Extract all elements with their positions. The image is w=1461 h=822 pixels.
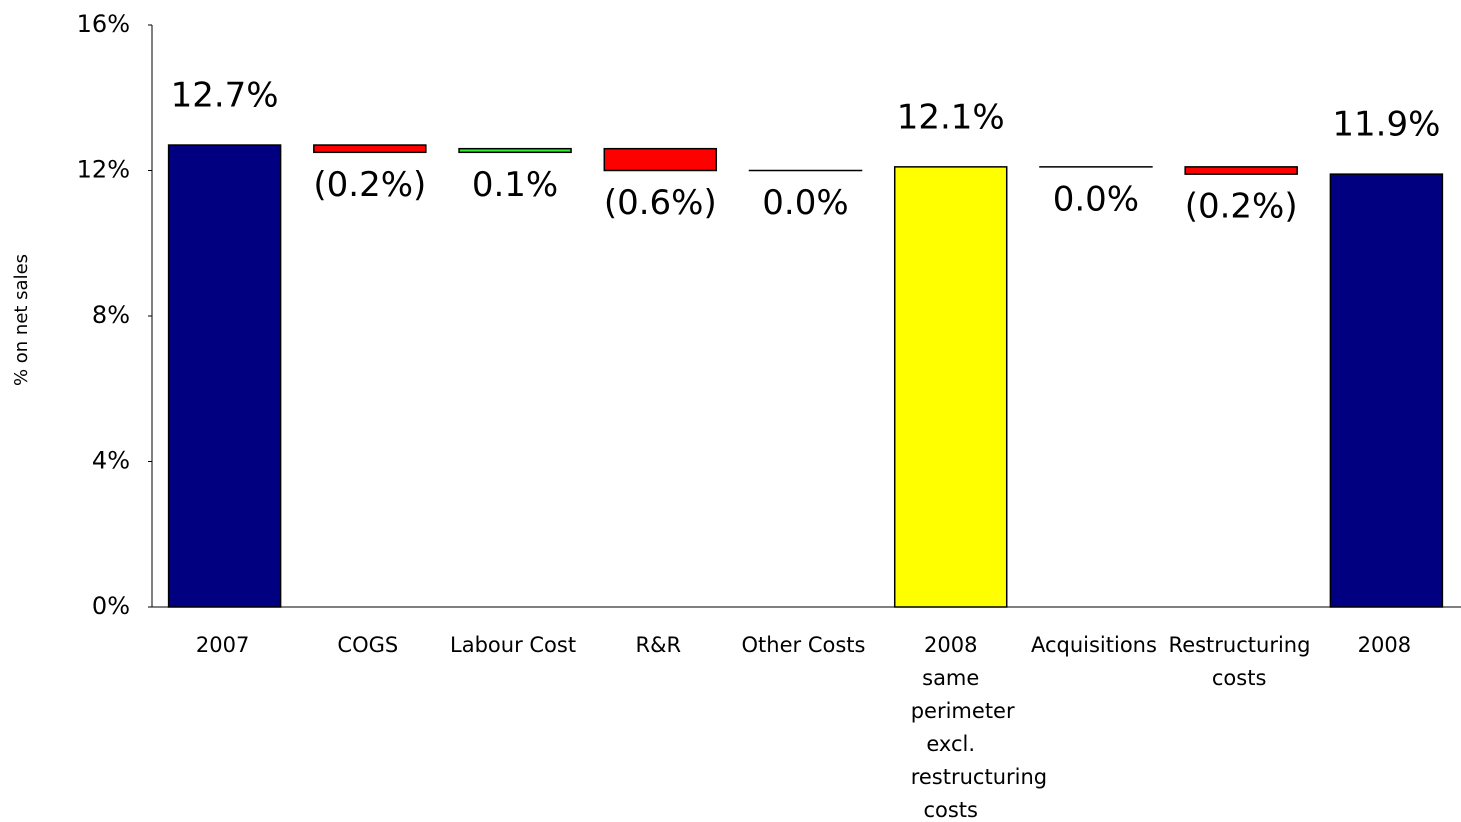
y-tick-label: 12% <box>77 156 130 184</box>
value-label: 12.7% <box>171 76 279 116</box>
bar <box>1329 173 1444 608</box>
y-tick-label: 8% <box>92 301 130 329</box>
value-label: 12.1% <box>897 97 1005 137</box>
value-label: (0.6%) <box>604 183 717 223</box>
x-tick-label: 2007 <box>195 633 250 657</box>
x-tick-label: 2008 <box>1357 633 1412 657</box>
y-tick-label: 16% <box>77 10 130 38</box>
value-label: 0.1% <box>472 165 558 205</box>
y-tick-label: 4% <box>92 447 130 475</box>
bar <box>313 144 427 154</box>
bar <box>167 144 282 608</box>
bar <box>893 166 1008 608</box>
y-tick-label: 0% <box>92 592 130 620</box>
x-tick-label: Restructuring costs <box>1168 633 1311 690</box>
y-axis-title: % on net sales <box>11 254 32 386</box>
value-label: 0.0% <box>1053 179 1139 219</box>
x-tick-label: COGS <box>337 633 399 657</box>
x-tick-label: Labour Cost <box>450 633 577 657</box>
bar <box>458 147 572 154</box>
x-tick-label: Other Costs <box>741 633 866 657</box>
x-tick-label: R&R <box>635 633 682 657</box>
value-label: (0.2%) <box>1185 187 1298 227</box>
x-tick-label: Acquisitions <box>1030 633 1157 657</box>
x-tick-label: 2008 same perimeter excl. restructuring … <box>910 633 1048 822</box>
bar <box>603 147 718 172</box>
value-label: 11.9% <box>1332 105 1440 145</box>
value-label: 0.0% <box>762 183 848 223</box>
value-label: (0.2%) <box>313 165 426 205</box>
bar <box>1184 166 1298 175</box>
